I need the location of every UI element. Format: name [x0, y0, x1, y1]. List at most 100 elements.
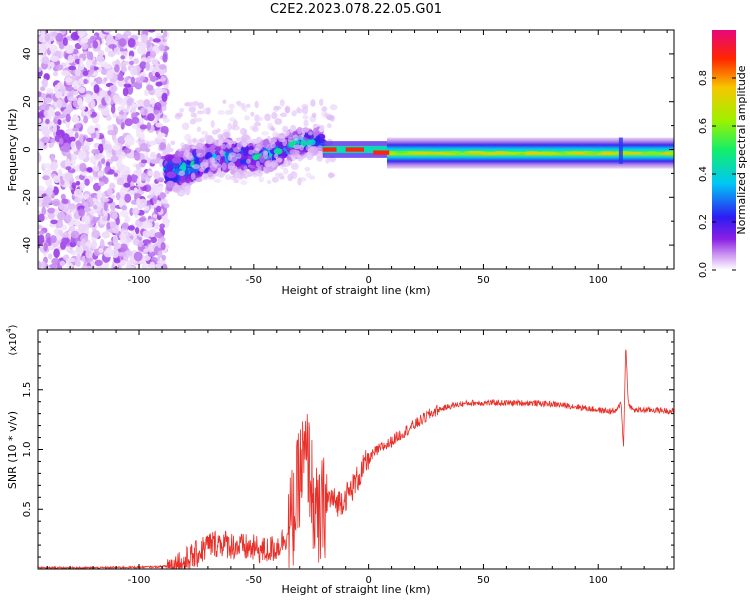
heatmap-cell	[154, 86, 163, 97]
heatmap-cell	[149, 50, 156, 59]
heatmap-cell	[649, 151, 657, 154]
snr-panel: -100 -50 0 50 100 0.5 1.0 1.5 Height of straig…	[5, 324, 675, 596]
heatmap-cell	[69, 241, 77, 248]
heatmap-cell	[224, 174, 232, 181]
heatmap-cell	[293, 109, 298, 115]
heatmap-cell	[600, 152, 610, 155]
spectrogram-y-ticks: -40 -20 0 20 40	[22, 29, 674, 270]
heatmap-cell	[217, 110, 225, 116]
heatmap-cell	[65, 166, 72, 171]
heatmap-cell	[109, 221, 116, 228]
heatmap-cell	[161, 263, 168, 269]
heatmap-cell	[325, 156, 330, 164]
heatmap-cell	[46, 88, 54, 94]
heatmap-cell	[132, 207, 140, 215]
x-tick-label: -50	[246, 575, 262, 586]
heatmap-cell	[277, 142, 284, 150]
heatmap-cell	[106, 70, 114, 80]
heatmap-cell	[174, 113, 182, 120]
heatmap-cell	[229, 117, 237, 122]
heatmap-cell	[52, 71, 59, 77]
heatmap-cell	[75, 246, 84, 255]
heatmap-cell	[318, 98, 324, 106]
heatmap-cell	[196, 110, 204, 115]
heatmap-cell	[488, 152, 502, 155]
heatmap-cell	[231, 165, 238, 171]
heatmap-cell	[86, 126, 96, 134]
x-tick-label: 100	[589, 575, 608, 586]
heatmap-cell	[190, 172, 196, 180]
y-tick-label: -40	[22, 237, 33, 253]
heatmap-cell	[317, 145, 323, 150]
heatmap-cell	[166, 164, 173, 173]
heatmap-cell	[153, 170, 160, 180]
heatmap-cell	[76, 253, 81, 263]
heatmap-cell	[158, 44, 166, 52]
heatmap-cell	[273, 153, 279, 159]
heatmap-cell	[81, 144, 90, 152]
heatmap-cell	[112, 144, 121, 151]
heatmap-cell	[59, 260, 66, 267]
heatmap-cell	[140, 34, 148, 44]
heatmap-cell	[146, 84, 154, 91]
heatmap-cell	[178, 170, 186, 176]
heatmap-cell	[319, 124, 325, 133]
heatmap-cell	[104, 165, 110, 172]
heatmap-cell	[160, 199, 169, 204]
heatmap-cell	[233, 179, 239, 184]
heatmap-cell	[213, 178, 222, 183]
heatmap-cell	[271, 176, 279, 183]
heatmap-cell	[228, 103, 235, 109]
heatmap-cell	[558, 151, 568, 155]
colorbar-tick-label: 0.6	[698, 118, 709, 134]
heatmap-cell	[326, 123, 332, 129]
spectrogram-heatmap	[38, 30, 674, 269]
colorbar-tick-label: 0.4	[698, 166, 709, 182]
heatmap-cell	[111, 86, 116, 97]
heatmap-cell	[256, 116, 264, 122]
heatmap-cell	[104, 93, 109, 102]
heatmap-cell	[235, 153, 242, 159]
heatmap-cell	[91, 148, 100, 155]
heatmap-cell	[60, 30, 66, 35]
heatmap-cell	[149, 97, 155, 104]
transition-peak	[345, 147, 365, 152]
heatmap-cell	[71, 127, 80, 132]
heatmap-cell	[129, 190, 136, 196]
heatmap-cell	[125, 263, 131, 269]
heatmap-cell	[249, 159, 258, 166]
heatmap-cell	[44, 33, 51, 42]
heatmap-cell	[80, 238, 86, 247]
heatmap-cell	[87, 110, 93, 115]
heatmap-cell	[50, 219, 58, 225]
heatmap-cell	[142, 230, 151, 238]
heatmap-cell	[181, 122, 190, 131]
heatmap-cell	[76, 240, 81, 247]
heatmap-cell	[179, 107, 185, 113]
heatmap-cell	[252, 172, 258, 178]
heatmap-cell	[70, 230, 80, 239]
heatmap-cell	[293, 144, 301, 150]
heatmap-cell	[51, 31, 58, 37]
heatmap-cell	[136, 99, 145, 105]
heatmap-cell	[112, 235, 119, 245]
heatmap-cell	[103, 143, 109, 151]
heatmap-cell	[61, 198, 69, 205]
heatmap-cell	[119, 243, 128, 252]
heatmap-cell	[274, 118, 283, 125]
heatmap-cell	[104, 63, 112, 70]
heatmap-cell	[202, 159, 209, 167]
heatmap-cell	[124, 215, 130, 224]
heatmap-cell	[131, 116, 140, 124]
heatmap-cell	[85, 140, 92, 147]
heatmap-cell	[55, 64, 64, 71]
heatmap-cell	[93, 84, 100, 94]
heatmap-cell	[264, 113, 271, 122]
heatmap-cell	[196, 153, 204, 158]
heatmap-cell	[95, 130, 100, 141]
heatmap-cell	[192, 164, 200, 170]
heatmap-cell	[38, 185, 45, 191]
heatmap-cell	[142, 185, 147, 192]
heatmap-cell	[269, 137, 277, 144]
heatmap-cell	[226, 142, 232, 149]
